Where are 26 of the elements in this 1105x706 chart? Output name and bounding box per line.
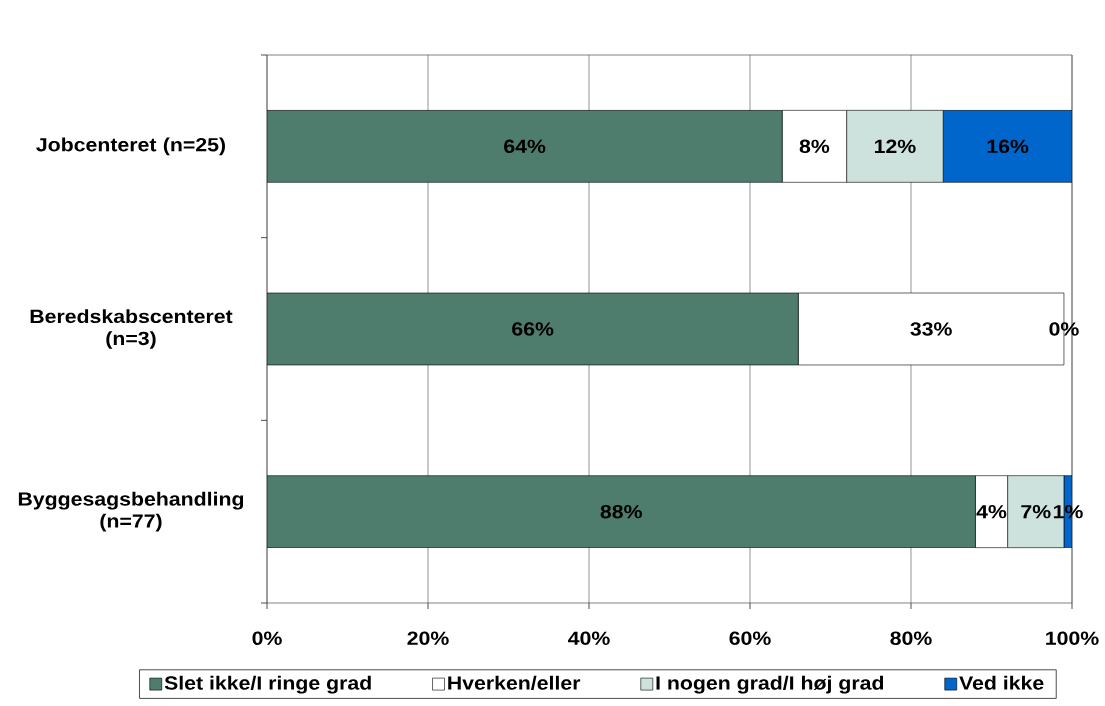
data-label: 88%: [600, 504, 642, 519]
data-label: 33%: [910, 322, 952, 336]
y-tick-label: Byggesagsbehandling (n=77): [18, 491, 244, 532]
data-label: 8%: [799, 139, 830, 154]
bar: [267, 475, 976, 548]
bar: [267, 110, 783, 183]
x-tick-label: 80%: [890, 631, 932, 645]
legend-label: Slet ikke/I ringe grad: [164, 675, 371, 694]
data-label: 0%: [1049, 322, 1079, 336]
bar: [267, 292, 799, 366]
x-tick-label: 0%: [252, 631, 282, 645]
data-label: 16%: [987, 139, 1029, 154]
data-label: 4%: [976, 504, 1007, 519]
data-label: 66%: [512, 322, 554, 336]
legend-label: Ved ikke: [959, 675, 1044, 690]
data-label: 12%: [874, 139, 916, 154]
legend-label: Hverken/eller: [448, 675, 581, 690]
x-tick-label: 60%: [729, 631, 771, 645]
legend-label: I nogen grad/I høj grad: [656, 675, 884, 694]
data-label: 64%: [504, 139, 546, 154]
y-tick-label: Beredskabscenteret (n=3): [30, 309, 233, 349]
data-label: 7%: [1021, 504, 1051, 519]
x-tick-label: 20%: [407, 631, 449, 645]
x-tick-label: 40%: [568, 631, 610, 645]
y-tick-label: Jobcenteret (n=25): [36, 137, 225, 156]
x-tick-label: 100%: [1046, 631, 1099, 645]
